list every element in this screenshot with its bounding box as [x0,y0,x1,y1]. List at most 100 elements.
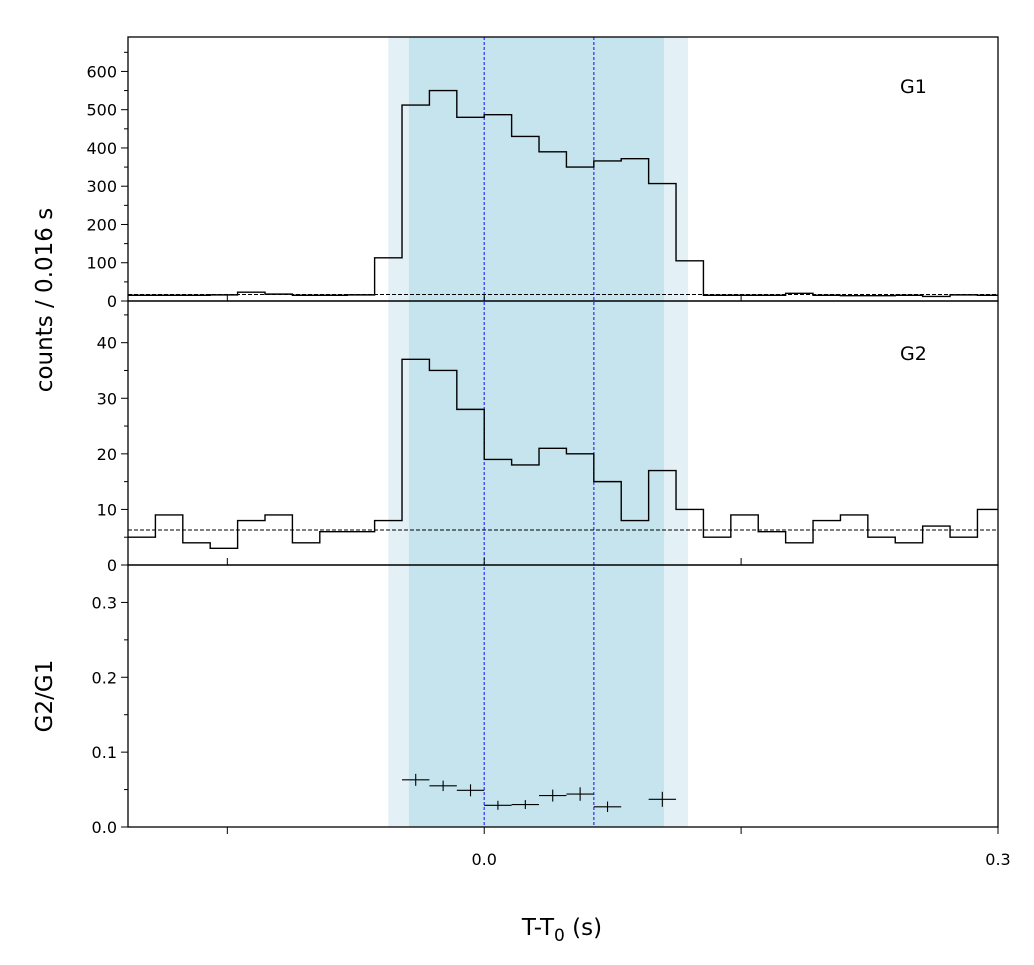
histogram-bin [868,294,895,298]
histogram-bin [128,293,155,297]
x-axis-label-main: T-T [521,915,555,941]
y-tick-label: 0.1 [92,743,117,762]
histogram-bin [923,294,950,298]
histogram-bin [594,159,621,163]
histogram-bin [813,293,840,297]
y-tick-label: 0 [107,292,117,311]
histogram-bin [457,407,484,411]
panel-frame-ratio [127,564,999,828]
y-tick-label: 0.0 [92,818,117,837]
histogram-bin [539,446,566,450]
ratio-point [566,787,594,801]
y-axis-label-counts: counts / 0.016 s [32,208,58,392]
x-tick-label: 0.3 [985,850,1010,869]
histogram-bin [347,530,374,534]
y-tick-label: 600 [86,62,117,81]
histogram-bin [895,541,922,545]
histogram-bin [923,524,950,528]
histogram-bin [375,256,402,260]
histogram-bin [375,519,402,523]
histogram-bin [621,157,648,161]
histogram-bin [676,259,703,263]
histogram-bin [347,293,374,297]
histogram-bin [566,452,593,456]
histogram-bin [429,368,456,372]
histogram-bin [895,293,922,297]
foreground-layer: 0 100 200 300 400 500 600 G1 0 10 20 30 40 G2 0.0 0.1 0.… [86,36,1011,869]
y-tick-label: 10 [97,500,117,519]
histogram-bin [265,292,292,296]
x-axis-label-subscript: 0 [554,926,565,946]
histogram-bin [786,291,813,295]
ratio-point [648,791,677,807]
background-layer [388,37,689,827]
histogram-bin [977,293,998,297]
x-axis-label: T-T0 (s) [521,915,602,946]
y-tick-label: 100 [86,254,117,273]
y-tick-label: 500 [86,101,117,120]
y-tick-label: 0.2 [92,668,117,687]
histogram-bin [183,541,210,545]
panel-label-G1: G1 [900,76,927,98]
histogram-bin [183,293,210,297]
y-axis-label-ratio: G2/G1 [32,660,58,733]
ratio-point [539,789,567,802]
shade-inner [408,37,665,827]
y-tick-label: 30 [97,389,117,408]
x-axis-label-unit: (s) [565,915,602,941]
ratio-point [484,800,512,810]
histogram-bin [512,134,539,138]
histogram-bin [594,480,621,484]
histogram-bin [484,457,511,461]
histogram-bin [320,293,347,297]
histogram-bin [402,103,429,107]
histogram-bin [457,115,484,119]
histogram-bin [758,293,785,297]
histogram-bin [703,293,730,297]
histogram-bin [676,507,703,511]
y-tick-label: 400 [86,139,117,158]
y-tick-label: 40 [97,334,117,353]
histogram-bin [155,513,182,517]
panel-label-G2: G2 [900,343,927,365]
histogram-bin [786,541,813,545]
histogram-bin [402,357,429,361]
histogram-bin [484,113,511,117]
histogram-bin [758,530,785,534]
histogram-bin [265,513,292,517]
histogram-bin [813,519,840,523]
histogram-bin [429,89,456,93]
histogram-bin [621,519,648,523]
histogram-bin [731,293,758,297]
histogram-bin [566,165,593,169]
histogram-bin [950,535,977,539]
histogram-bin [128,535,155,539]
y-tick-label: 20 [97,445,117,464]
ratio-point [456,784,485,797]
ratio-point [429,780,457,792]
histogram-bin [840,294,867,298]
ratio-point [593,801,622,813]
histogram-bin [292,293,319,297]
histogram-bin [649,469,676,473]
histogram-bin [840,513,867,517]
histogram-bin [155,293,182,297]
histogram-bin [512,463,539,467]
histogram-bin [320,530,347,534]
histogram-bin [210,293,237,297]
histogram-bin [950,293,977,297]
histogram-bin [238,290,265,294]
histogram-G2 [128,358,998,550]
ratio-point [402,773,430,786]
histogram-bin [539,150,566,154]
histogram-bin [210,546,237,550]
histogram-bin [292,541,319,545]
histogram-bin [868,535,895,539]
histogram-bin [238,519,265,523]
histogram-bin [977,507,998,511]
ratio-point [511,800,540,810]
y-tick-label: 0.3 [92,593,117,612]
y-tick-label: 300 [86,177,117,196]
